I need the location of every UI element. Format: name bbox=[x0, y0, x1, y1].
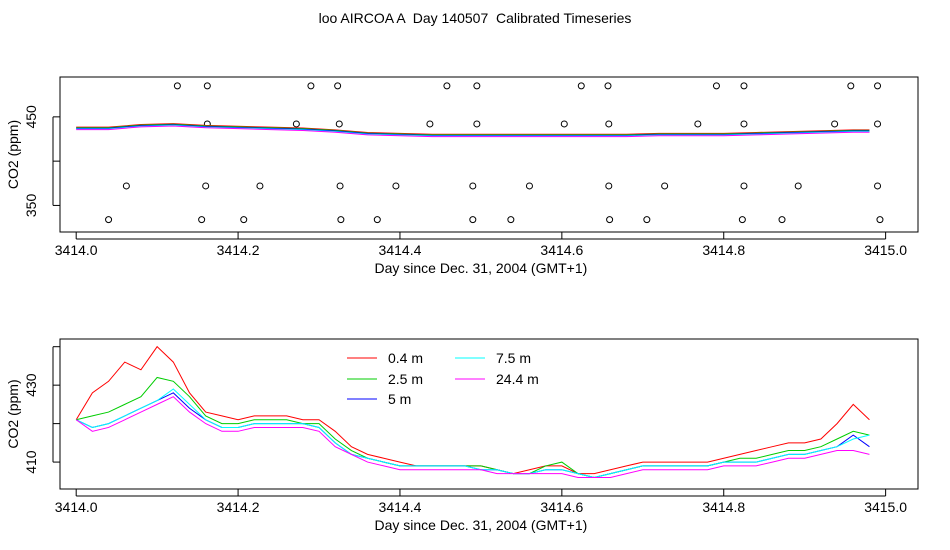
x-axis-label: Day since Dec. 31, 2004 (GMT+1) bbox=[374, 260, 587, 276]
data-point bbox=[874, 120, 882, 128]
data-point bbox=[876, 216, 884, 224]
data-point bbox=[203, 82, 211, 90]
x-tick-label: 3414.8 bbox=[702, 499, 745, 515]
data-point bbox=[507, 216, 515, 224]
data-point bbox=[443, 82, 451, 90]
legend-label: 2.5 m bbox=[388, 371, 423, 387]
chart-title: loo AIRCOA A Day 140507 Calibrated Times… bbox=[318, 10, 632, 26]
x-tick-label: 3414.6 bbox=[540, 242, 583, 258]
series-line bbox=[76, 125, 870, 138]
data-point bbox=[469, 216, 477, 224]
series-line bbox=[76, 123, 870, 136]
data-point bbox=[606, 216, 614, 224]
data-point bbox=[605, 182, 613, 190]
data-point bbox=[334, 82, 342, 90]
x-tick-label: 3414.0 bbox=[55, 242, 98, 258]
x-tick-label: 3415.0 bbox=[864, 242, 907, 258]
data-point bbox=[560, 120, 568, 128]
data-point bbox=[336, 182, 344, 190]
x-tick-label: 3414.8 bbox=[702, 242, 745, 258]
y-tick-label: 430 bbox=[23, 373, 39, 397]
data-point bbox=[847, 82, 855, 90]
data-point bbox=[307, 82, 315, 90]
data-point bbox=[661, 182, 669, 190]
legend-label: 5 m bbox=[388, 391, 411, 407]
plot-frame-2 bbox=[59, 338, 919, 490]
data-point bbox=[473, 82, 481, 90]
data-point bbox=[392, 182, 400, 190]
x-tick-label: 3414.4 bbox=[379, 499, 422, 515]
data-point bbox=[712, 82, 720, 90]
data-point bbox=[173, 82, 181, 90]
data-point bbox=[105, 216, 113, 224]
series-line-7-5-m bbox=[75, 388, 870, 478]
series-line bbox=[76, 124, 870, 137]
plot-frame-1 bbox=[59, 76, 919, 233]
x-tick-label: 3414.0 bbox=[55, 499, 98, 515]
x-axis-label: Day since Dec. 31, 2004 (GMT+1) bbox=[374, 517, 587, 533]
series-line-5-m bbox=[75, 392, 870, 478]
series-line bbox=[76, 123, 870, 135]
data-point bbox=[426, 120, 434, 128]
data-point bbox=[473, 120, 481, 128]
data-point bbox=[469, 182, 477, 190]
data-point bbox=[643, 216, 651, 224]
data-point bbox=[778, 216, 786, 224]
y-axis-label: CO2 (ppm) bbox=[5, 379, 21, 448]
data-point bbox=[738, 216, 746, 224]
data-point bbox=[740, 182, 748, 190]
data-point bbox=[577, 82, 585, 90]
data-point bbox=[740, 82, 748, 90]
data-point bbox=[605, 120, 613, 128]
data-point bbox=[874, 82, 882, 90]
legend-label: 24.4 m bbox=[496, 371, 539, 387]
data-point bbox=[525, 182, 533, 190]
data-point bbox=[256, 182, 264, 190]
series-line-2-5-m bbox=[76, 376, 870, 478]
legend-label: 0.4 m bbox=[388, 350, 423, 366]
data-point bbox=[292, 120, 300, 128]
data-point bbox=[337, 216, 345, 224]
y-tick-label: 450 bbox=[23, 105, 39, 129]
data-point bbox=[335, 120, 343, 128]
x-tick-label: 3415.0 bbox=[864, 499, 907, 515]
y-tick-label: 410 bbox=[23, 450, 39, 474]
x-tick-label: 3414.2 bbox=[217, 499, 260, 515]
data-point bbox=[373, 216, 381, 224]
data-point bbox=[874, 182, 882, 190]
series-line-24-4-m bbox=[75, 396, 870, 478]
data-point bbox=[198, 216, 206, 224]
series-line bbox=[76, 124, 870, 136]
y-axis-label: CO2 (ppm) bbox=[5, 120, 21, 189]
data-point bbox=[694, 120, 702, 128]
x-tick-label: 3414.2 bbox=[217, 242, 260, 258]
data-point bbox=[202, 182, 210, 190]
y-tick-label: 350 bbox=[23, 194, 39, 218]
data-point bbox=[740, 120, 748, 128]
data-point bbox=[604, 82, 612, 90]
x-tick-label: 3414.4 bbox=[379, 242, 422, 258]
data-point bbox=[831, 120, 839, 128]
data-point bbox=[794, 182, 802, 190]
legend-label: 7.5 m bbox=[496, 350, 531, 366]
x-tick-label: 3414.6 bbox=[540, 499, 583, 515]
data-point bbox=[240, 216, 248, 224]
data-point bbox=[122, 182, 130, 190]
